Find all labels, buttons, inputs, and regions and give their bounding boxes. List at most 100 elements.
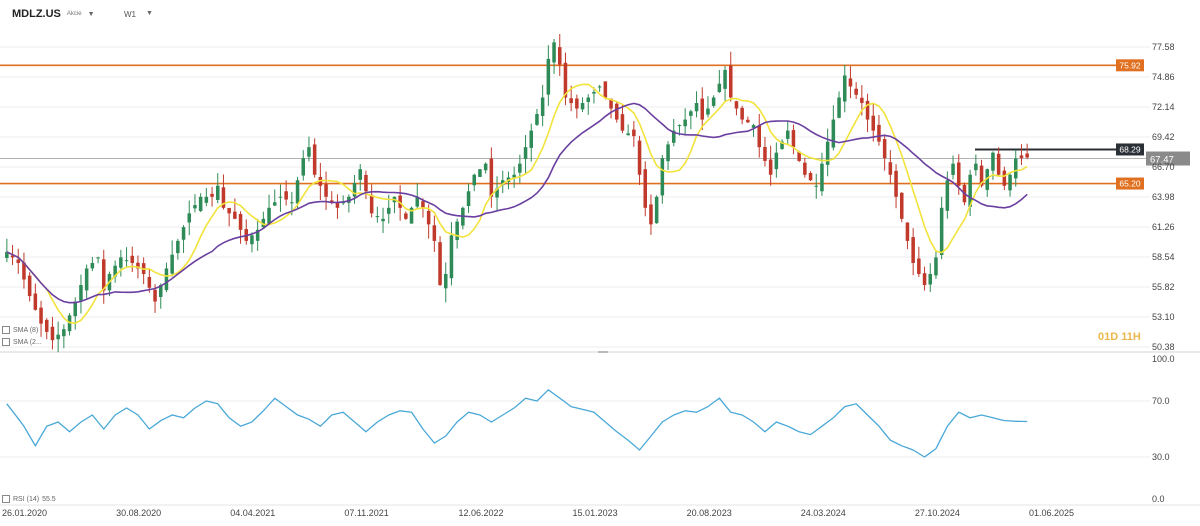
sma-legend-2[interactable]: SMA (2...	[2, 338, 42, 346]
candle-body	[1008, 174, 1012, 191]
candle-body	[255, 229, 260, 241]
candle-body	[797, 151, 801, 161]
candle-body	[1002, 170, 1007, 186]
candle-body	[626, 133, 630, 136]
candle-body	[785, 130, 790, 139]
candle-body	[489, 158, 494, 197]
candle-body	[945, 180, 950, 211]
candle-body	[443, 273, 448, 289]
candle-body	[210, 193, 214, 197]
panel-resize-handle	[598, 351, 608, 353]
symbol-type: Akcie	[66, 11, 82, 17]
indicator-icon	[2, 326, 10, 334]
candle-body	[187, 213, 192, 223]
candle-body	[780, 141, 784, 149]
candle-body	[62, 329, 66, 337]
candle-body	[483, 163, 488, 171]
symbol-header[interactable]: MDLZ.US Akcie ▼	[12, 8, 95, 20]
horizontal-levels: 75.92 65.20 68.29 67.47	[0, 59, 1190, 190]
candle-body	[740, 107, 744, 120]
candle-body	[911, 237, 915, 263]
candle-body	[535, 114, 539, 125]
candle-body	[1025, 153, 1029, 158]
candle-body	[153, 289, 157, 302]
grid	[0, 46, 1200, 506]
candle-body	[312, 144, 317, 175]
timeframe-selector[interactable]: W1 ▼	[124, 10, 153, 19]
rsi-legend[interactable]: RSI (14) 55.5	[2, 495, 56, 503]
rsi-y-tick-label: 100.0	[1152, 354, 1175, 364]
y-tick-label: 58.54	[1152, 252, 1175, 262]
candle-body	[529, 130, 534, 148]
candle-body	[404, 213, 408, 219]
candle-body	[917, 258, 921, 274]
candle-body	[261, 218, 266, 228]
last-price-label: 67.47	[1150, 155, 1174, 166]
y-tick-label: 66.70	[1152, 162, 1175, 172]
candle-body	[689, 111, 693, 116]
candle-body	[649, 204, 653, 225]
x-tick-label: 24.03.2024	[801, 508, 846, 518]
candle-body	[238, 213, 243, 230]
candle-body	[233, 211, 237, 219]
candle-body	[449, 235, 454, 279]
sma-legend-1[interactable]: SMA (8)	[2, 326, 38, 334]
candle-body	[33, 293, 38, 310]
candle-body	[27, 275, 32, 297]
candle-body	[899, 192, 904, 219]
candle-body	[609, 98, 613, 109]
candle-body	[683, 119, 687, 127]
candle-body	[16, 259, 21, 263]
candle-body	[272, 202, 277, 206]
candle-body	[717, 83, 722, 93]
candle-body	[421, 201, 425, 208]
candle-body	[181, 227, 186, 240]
candle-body	[540, 97, 545, 116]
x-tick-label: 27.10.2024	[915, 508, 960, 518]
candle-body	[341, 202, 345, 204]
candle-body	[500, 180, 505, 185]
symbol-dropdown-icon[interactable]: ▼	[87, 10, 95, 18]
candle-body	[278, 196, 283, 198]
candle-body	[1019, 155, 1024, 158]
candle-body	[854, 88, 858, 95]
level-tag	[1116, 59, 1144, 72]
candle-body	[119, 257, 123, 268]
candle-body	[124, 260, 129, 262]
candle-body	[552, 42, 556, 63]
rsi-y-tick-label: 30.0	[1152, 452, 1170, 462]
candle-body	[347, 196, 351, 203]
candle-body	[193, 205, 197, 209]
candle-body	[928, 273, 933, 285]
candle-body	[215, 185, 220, 200]
candle-body	[381, 218, 385, 222]
candle-body	[495, 188, 499, 198]
y-tick-label: 50.38	[1152, 342, 1175, 352]
candle-body	[877, 124, 881, 142]
indicator-icon	[2, 495, 10, 503]
candle-body	[1013, 158, 1018, 179]
candle-body	[888, 162, 893, 175]
y-tick-label: 53.10	[1152, 312, 1175, 322]
candle-body	[768, 159, 773, 175]
level-label: 68.29	[1119, 144, 1141, 154]
level-label: 75.92	[1119, 60, 1141, 70]
indicator-icon	[2, 338, 10, 346]
candle-body	[221, 187, 226, 208]
last-price-tag	[1146, 151, 1190, 166]
candle-body	[757, 125, 762, 148]
candle-body	[666, 144, 670, 162]
candle-body	[848, 78, 853, 87]
candle-body	[301, 158, 306, 176]
candle-body	[723, 69, 727, 89]
candle-body	[227, 207, 231, 214]
candle-body	[575, 98, 579, 109]
candles	[5, 34, 1029, 353]
candle-body	[580, 103, 585, 110]
timeframe-dropdown-icon[interactable]: ▼	[146, 10, 153, 17]
candle-body	[518, 163, 522, 173]
candle-body	[774, 152, 779, 170]
candle-body	[842, 75, 847, 102]
x-tick-label: 15.01.2023	[573, 508, 618, 518]
